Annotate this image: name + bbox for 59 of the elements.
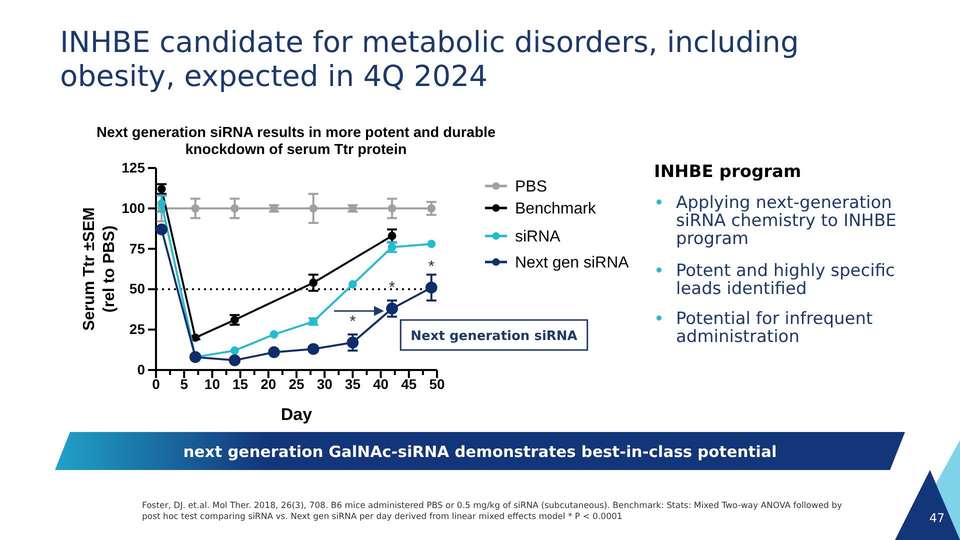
legend-label: PBS <box>515 178 548 196</box>
text: INHBE program <box>654 162 802 182</box>
x-tick-label: 20 <box>260 376 276 392</box>
annotation: * <box>388 280 396 297</box>
legend-label: Benchmark <box>515 200 597 218</box>
point <box>346 336 359 348</box>
x-tick-label: 35 <box>344 376 361 392</box>
text: Potent and highly specific leads identified <box>676 261 895 299</box>
y-tick-label: 50 <box>129 280 146 297</box>
text: next generation GalNAc-siRNA demonstrates best-in-class potential <box>183 443 777 461</box>
x-tick-label: 0 <box>152 376 160 392</box>
x-tick-label: 30 <box>316 376 333 392</box>
point <box>348 204 357 213</box>
point <box>425 282 438 294</box>
text: Potential for infrequent administration <box>676 309 874 347</box>
point <box>427 240 436 248</box>
chart-subtitle: Next generation siRNA results in more potent and durable knockdown of serum Ttr protein <box>96 125 496 158</box>
x-tick-label: 40 <box>373 376 389 392</box>
point <box>386 302 398 314</box>
point <box>427 204 436 213</box>
point <box>157 199 166 208</box>
y-tick-label: 75 <box>129 240 146 256</box>
x-tick-label: 25 <box>288 376 304 392</box>
point <box>388 204 396 213</box>
annotation: * <box>428 258 434 276</box>
point <box>156 224 168 236</box>
y-tick-label: 25 <box>129 321 146 338</box>
annotation: Next generation siRNA <box>410 329 578 344</box>
point <box>191 204 200 213</box>
point <box>307 343 320 355</box>
text: Applying next-generation siRNA chemistry to INHBE program <box>676 193 896 249</box>
x-axis-title: Day <box>280 405 313 424</box>
point <box>191 334 200 342</box>
x-tick-label: 15 <box>232 376 248 392</box>
legend-label: Next gen siRNA <box>515 254 630 272</box>
legend-label: siRNA <box>515 228 561 246</box>
x-tick-label: 50 <box>429 376 445 392</box>
point <box>348 280 357 289</box>
y-tick-label: 0 <box>137 361 146 378</box>
x-tick-label: 45 <box>401 376 417 392</box>
annotation: * <box>350 314 356 331</box>
point <box>309 204 318 213</box>
point <box>230 346 239 355</box>
point <box>268 346 280 358</box>
point <box>388 232 396 240</box>
point <box>230 204 239 213</box>
point <box>270 330 278 339</box>
text: 47 <box>929 511 945 525</box>
point <box>228 354 241 366</box>
x-tick-label: 5 <box>180 376 188 392</box>
text: Foster, DJ. et.al. Mol Ther. 2018, 26(3), 708. B6 mice administered PBS or 0.5 mg/kg of siRNA (subcutaneous). Benchmark: Stats: Mixed Two-way ANOVA followed by post hoc test comparing siRNA vs. Next gen siRNA per day derived from linear mixed effects model * P < 0.0001 <box>142 501 842 522</box>
point <box>309 317 318 326</box>
point <box>270 204 278 213</box>
y-tick-label: 125 <box>122 159 146 176</box>
point <box>309 278 318 287</box>
y-tick-label: 100 <box>122 200 146 216</box>
chart-title: INHBE candidate for metabolic disorders, including obesity, expected in 4Q 2024 <box>60 25 799 93</box>
x-tick-label: 10 <box>204 376 220 392</box>
y-axis-title: Serum Ttr ±SEM (rel to PBS) <box>81 207 118 331</box>
